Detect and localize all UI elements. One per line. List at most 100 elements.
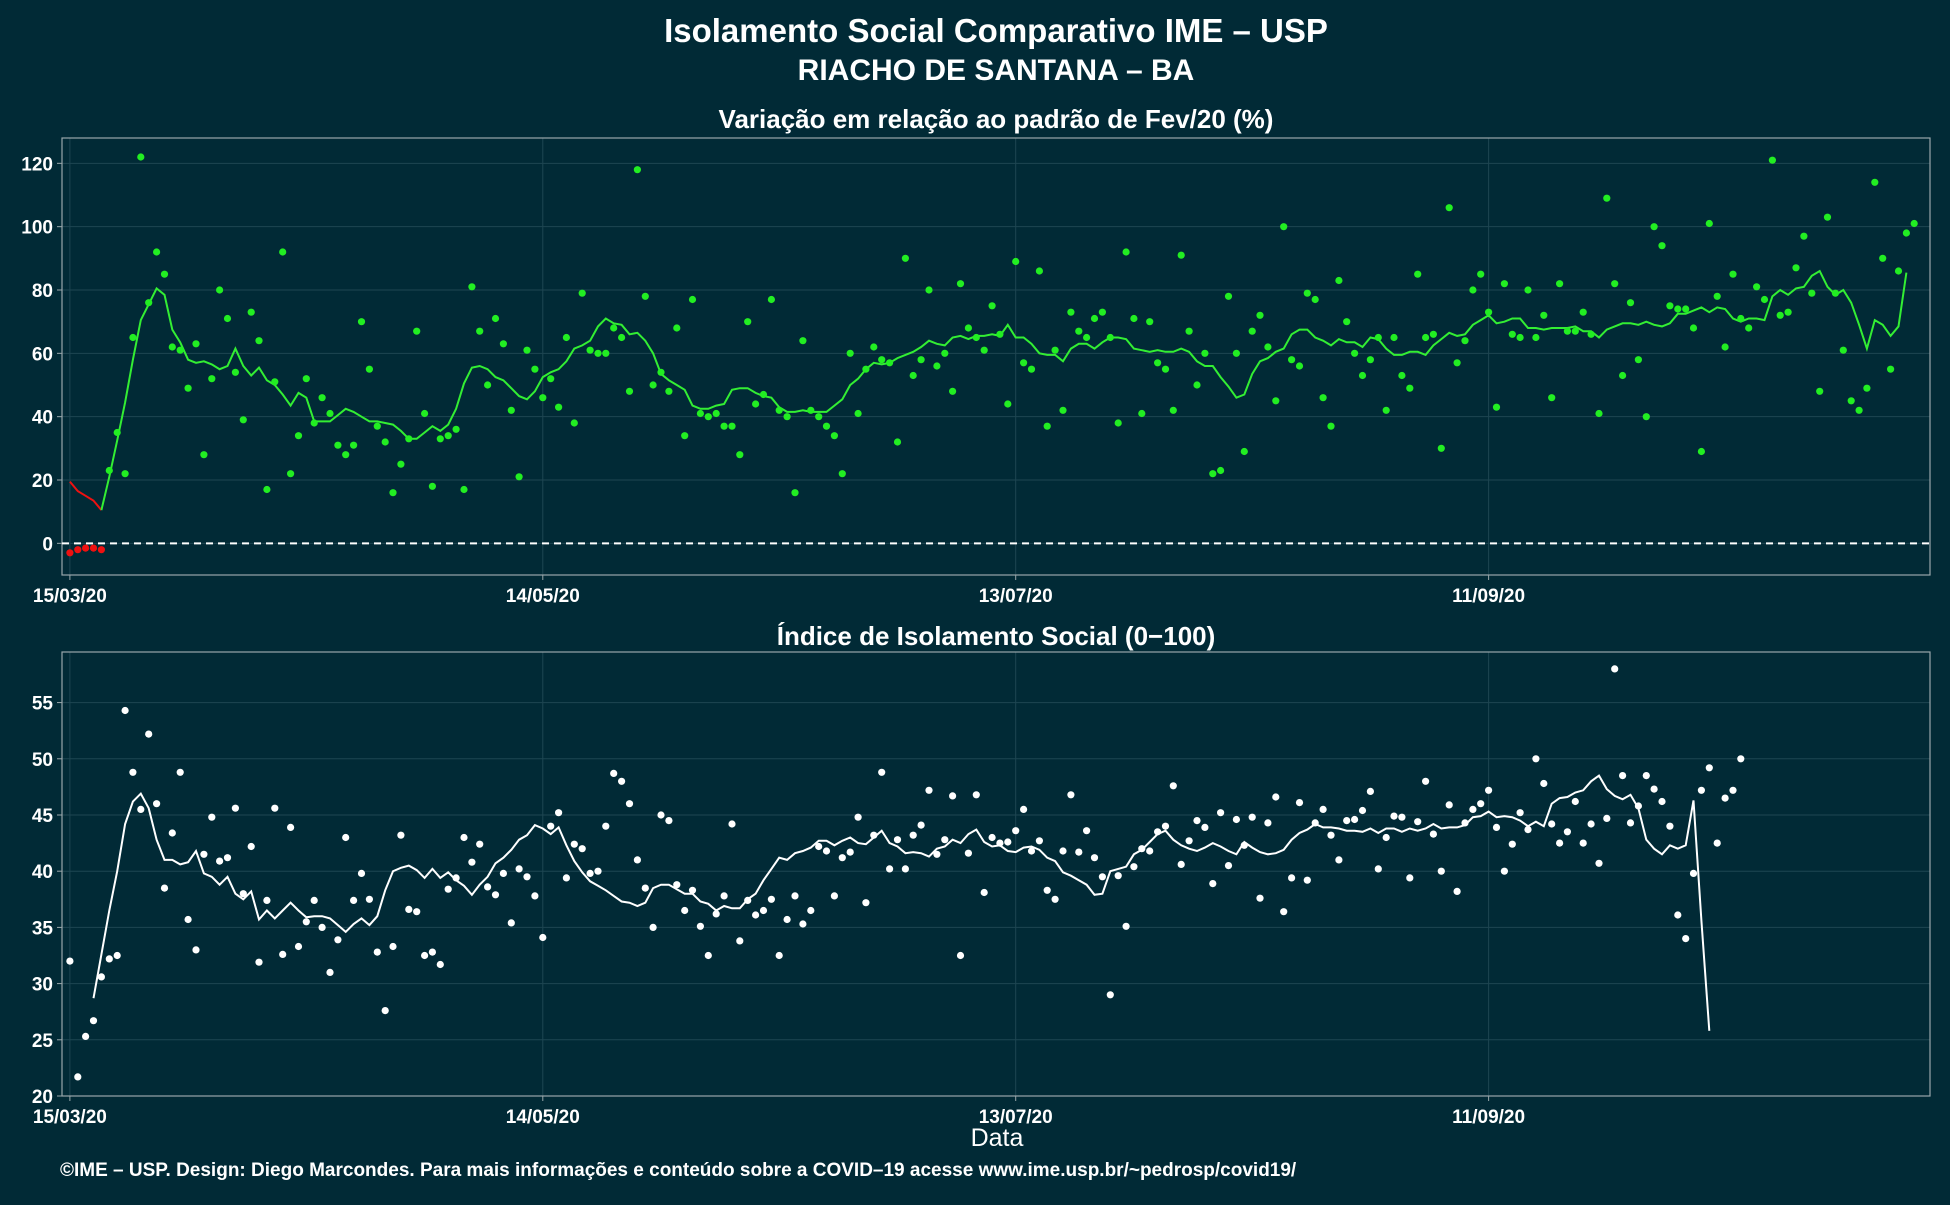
- data-point: [547, 822, 555, 830]
- data-point: [1335, 856, 1343, 864]
- data-point: [491, 891, 500, 899]
- data-point: [113, 428, 121, 437]
- data-point: [1658, 242, 1666, 250]
- data-point: [815, 413, 823, 421]
- data-point: [1335, 276, 1343, 285]
- data-point: [625, 800, 634, 808]
- data-point: [594, 867, 602, 875]
- data-point: [1146, 318, 1154, 326]
- data-point: [917, 356, 925, 364]
- data-point: [499, 869, 507, 878]
- data-point: [1910, 219, 1918, 228]
- data-point: [1477, 270, 1485, 278]
- data-point: [302, 918, 310, 926]
- data-point: [838, 470, 846, 478]
- x-tick-label: 13/07/20: [979, 1107, 1053, 1128]
- data-point: [271, 804, 279, 812]
- data-point: [1713, 292, 1721, 300]
- data-point: [799, 920, 807, 928]
- data-point: [1272, 397, 1280, 405]
- data-point: [1398, 813, 1406, 821]
- data-point: [1390, 333, 1398, 342]
- data-point: [1288, 356, 1296, 364]
- data-point: [294, 942, 303, 951]
- data-point: [665, 817, 673, 825]
- data-point: [1161, 822, 1170, 830]
- data-point: [964, 324, 973, 332]
- data-point: [1469, 286, 1477, 294]
- data-point: [704, 951, 712, 960]
- data-point: [1689, 324, 1698, 332]
- data-point: [460, 833, 468, 842]
- data-point: [1650, 223, 1658, 231]
- data-point: [176, 768, 184, 776]
- data-point: [1556, 280, 1564, 288]
- data-point: [468, 858, 476, 866]
- data-point: [846, 848, 854, 856]
- data-point: [752, 400, 760, 408]
- data-point: [1626, 819, 1635, 827]
- data-point: [783, 915, 791, 924]
- data-point: [452, 425, 460, 433]
- data-point: [168, 829, 176, 837]
- top-panel: 0 20 40 60 80 100 120 15/03/20 14/05/20 13/07/20 1…: [21, 137, 1931, 607]
- data-point: [216, 857, 224, 865]
- data-point: [1879, 254, 1887, 262]
- data-point: [1548, 820, 1556, 828]
- data-point: [1682, 935, 1690, 943]
- data-point: [728, 820, 736, 828]
- data-point: [1090, 314, 1099, 323]
- data-point: [1642, 413, 1650, 421]
- data-point: [1059, 847, 1067, 855]
- data-point: [1753, 283, 1761, 291]
- data-point: [365, 895, 373, 903]
- data-point: [531, 365, 539, 373]
- data-point: [996, 839, 1004, 847]
- data-point: [413, 908, 421, 916]
- data-point: [1327, 422, 1335, 430]
- data-point: [720, 422, 728, 430]
- data-point: [1524, 826, 1532, 834]
- data-point: [1721, 794, 1729, 802]
- data-point: [688, 886, 697, 894]
- data-point: [949, 387, 957, 395]
- data-point: [744, 318, 752, 326]
- y-tick-label: 0: [42, 534, 53, 555]
- data-point: [602, 349, 610, 357]
- data-point: [97, 973, 105, 981]
- data-point: [1154, 828, 1162, 836]
- data-point: [1374, 865, 1382, 873]
- data-point: [1161, 365, 1170, 373]
- data-point: [1603, 814, 1611, 823]
- data-point: [476, 840, 484, 848]
- data-point: [357, 869, 366, 878]
- data-point: [357, 318, 366, 326]
- data-point: [176, 346, 184, 354]
- data-point: [972, 333, 980, 342]
- data-point: [342, 451, 350, 459]
- data-point: [1587, 330, 1595, 338]
- data-point: [515, 473, 523, 481]
- data-point: [373, 422, 381, 430]
- negative-data-point: [97, 546, 105, 554]
- y-tick-label: 80: [32, 281, 53, 302]
- data-point: [1075, 327, 1083, 335]
- data-point: [862, 365, 870, 373]
- data-point: [1445, 204, 1453, 212]
- data-point: [720, 892, 728, 900]
- y-tick-label: 120: [21, 154, 53, 175]
- data-point: [523, 346, 531, 354]
- data-point: [1516, 809, 1524, 817]
- data-point: [1508, 840, 1516, 848]
- data-point: [1106, 333, 1114, 342]
- data-point: [901, 865, 910, 873]
- data-point: [200, 451, 208, 459]
- x-axis-label: Data: [971, 1124, 1024, 1152]
- data-point: [105, 955, 113, 963]
- data-point: [657, 811, 665, 819]
- data-point: [649, 381, 657, 389]
- data-point: [255, 958, 263, 966]
- data-point: [933, 362, 941, 370]
- data-point: [1122, 922, 1130, 930]
